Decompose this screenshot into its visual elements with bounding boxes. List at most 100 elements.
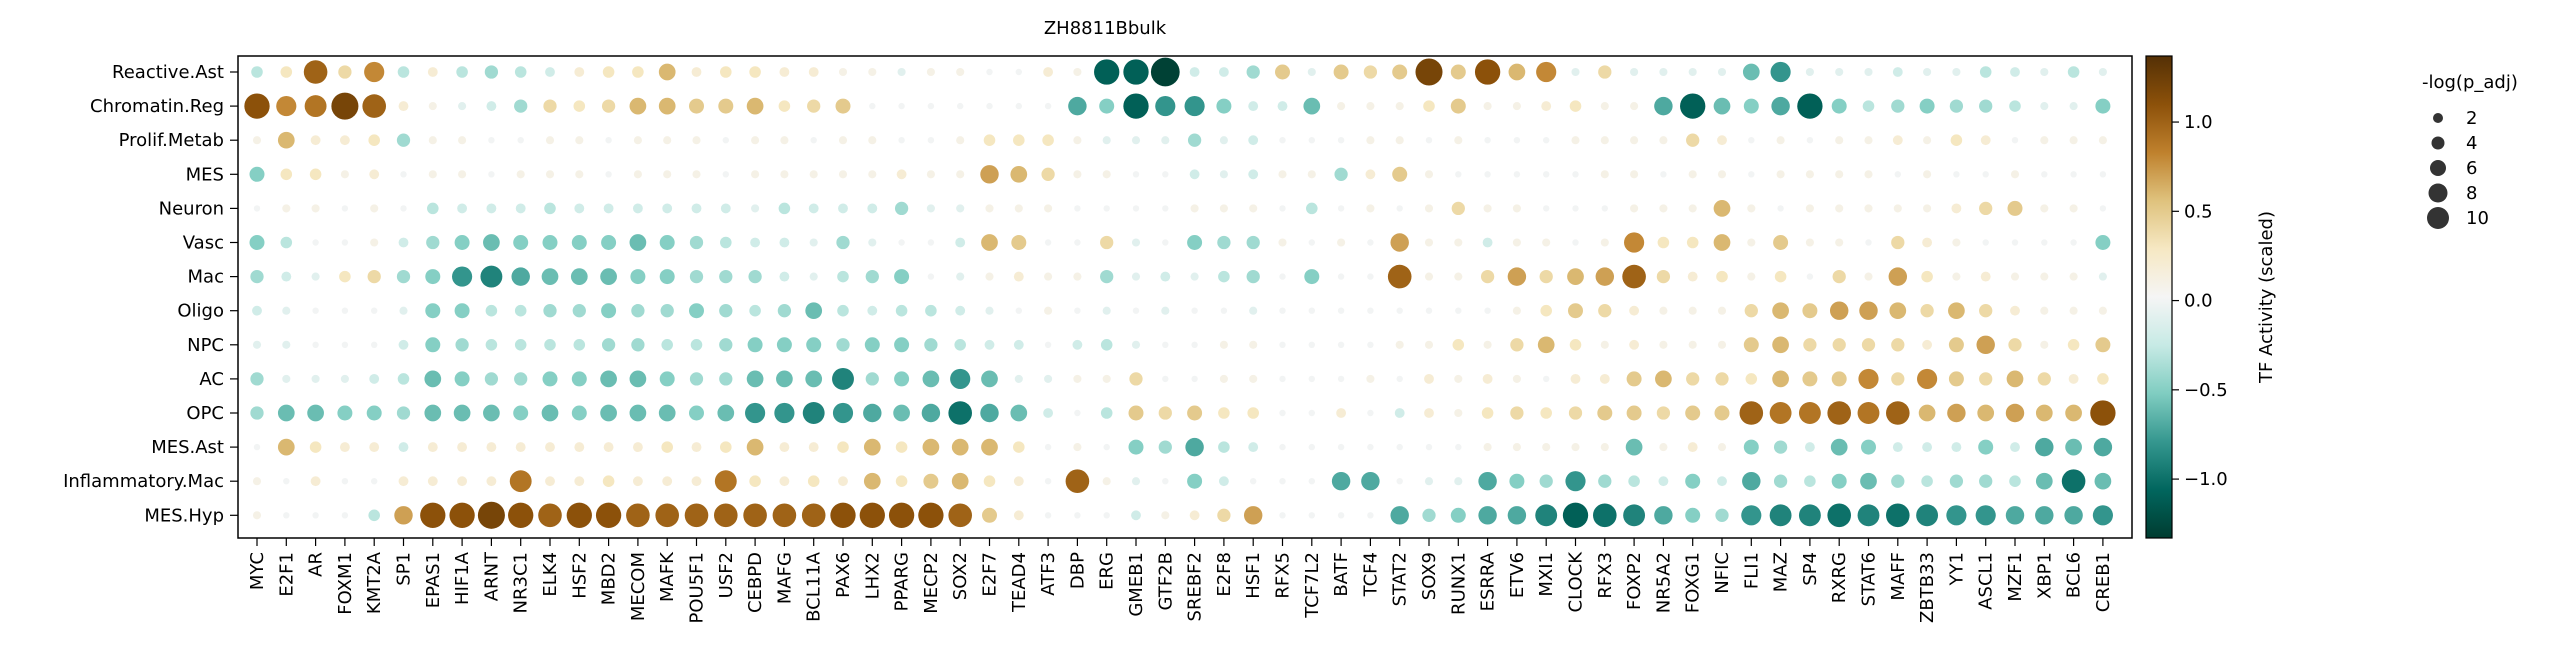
dot-NPC-HIF1A xyxy=(455,338,469,352)
dot-Prolif.Metab-ETV6 xyxy=(1513,137,1521,144)
dot-Neuron-MXI1 xyxy=(1543,205,1550,212)
dot-Oligo-SOX9 xyxy=(1425,307,1433,314)
dot-Reactive.Ast-MECOM xyxy=(632,66,644,78)
row-label: Chromatin.Reg xyxy=(90,96,224,117)
column-label: ELK4 xyxy=(540,552,561,597)
dot-OPC-MAFK xyxy=(658,404,676,422)
dot-Oligo-PPARG xyxy=(895,304,908,317)
dot-Prolif.Metab-ESRRA xyxy=(1484,137,1491,144)
dot-Chromatin.Reg-RXRG xyxy=(1831,98,1847,114)
dot-Oligo-FOXG1 xyxy=(1688,306,1697,315)
dot-AC-SREBF2 xyxy=(1191,375,1198,383)
dot-Mac-ZBTB33 xyxy=(1921,270,1933,283)
row-label: OPC xyxy=(186,403,224,424)
dot-NPC-MXI1 xyxy=(1537,336,1555,354)
dot-Prolif.Metab-RFX5 xyxy=(1279,137,1286,144)
dot-Inflammatory.Mac-RFX5 xyxy=(1279,478,1286,485)
dot-Oligo-NFIC xyxy=(1717,306,1727,315)
dot-MES.Hyp-ATF3 xyxy=(1044,512,1052,519)
dot-Chromatin.Reg-ATF3 xyxy=(1044,102,1052,110)
dot-Vasc-DBP xyxy=(1074,239,1081,246)
column-label: ATF3 xyxy=(1038,552,1059,596)
dot-AC-MXI1 xyxy=(1543,375,1550,383)
dot-Neuron-HSF2 xyxy=(574,203,585,214)
dot-MES-ASCL1 xyxy=(1982,171,1989,178)
dot-Chromatin.Reg-ARNT xyxy=(486,101,497,112)
dot-Prolif.Metab-MECP2 xyxy=(927,137,935,144)
dot-Neuron-MBD2 xyxy=(603,203,614,214)
dot-Chromatin.Reg-ESRRA xyxy=(1483,102,1492,111)
dot-NPC-XBP1 xyxy=(2040,340,2049,349)
dot-Neuron-NFIC xyxy=(1713,200,1731,217)
dot-Vasc-STAT6 xyxy=(1865,239,1872,246)
dot-MES-RUNX1 xyxy=(1455,171,1462,178)
dot-Reactive.Ast-ARNT xyxy=(484,65,499,79)
dot-Chromatin.Reg-STAT2 xyxy=(1395,102,1404,111)
dot-Reactive.Ast-ATF3 xyxy=(1043,67,1054,77)
dot-MES-AR xyxy=(309,168,322,181)
dot-AC-SP4 xyxy=(1802,371,1818,387)
dot-NPC-YY1 xyxy=(1948,337,1964,353)
dot-AC-ETV6 xyxy=(1512,374,1521,383)
dot-MES-MXI1 xyxy=(1543,171,1550,178)
dot-Prolif.Metab-RFX3 xyxy=(1600,136,1609,145)
dot-MES-BATF xyxy=(1334,167,1348,181)
dot-Neuron-DBP xyxy=(1074,205,1081,212)
dot-NPC-RFX5 xyxy=(1279,341,1286,348)
dot-MES-STAT2 xyxy=(1392,166,1408,182)
dot-MES.Hyp-DBP xyxy=(1074,512,1081,519)
dot-Mac-ELK4 xyxy=(541,268,559,285)
dot-Prolif.Metab-FOXG1 xyxy=(1686,133,1700,147)
dot-Reactive.Ast-STAT2 xyxy=(1392,64,1408,80)
dot-Inflammatory.Mac-TCF4 xyxy=(1361,471,1380,491)
dot-Prolif.Metab-MAZ xyxy=(1776,136,1785,145)
dot-MES.Hyp-ASCL1 xyxy=(1975,505,1996,526)
dot-MES.Ast-RUNX1 xyxy=(1455,443,1462,451)
column-label: FOXG1 xyxy=(1683,552,1704,613)
dot-MES.Ast-SREBF2 xyxy=(1185,437,1204,457)
dot-NPC-HSF2 xyxy=(573,339,586,351)
dot-MES.Hyp-GMEB1 xyxy=(1131,510,1141,521)
dot-Inflammatory.Mac-RFX3 xyxy=(1598,474,1612,488)
dot-OPC-FOXG1 xyxy=(1685,405,1701,421)
dot-Oligo-MXI1 xyxy=(1540,304,1552,317)
dot-Prolif.Metab-ERG xyxy=(1102,136,1111,145)
column-label: STAT2 xyxy=(1390,552,1411,606)
dot-Prolif.Metab-STAT6 xyxy=(1864,136,1873,145)
dot-NPC-ATF3 xyxy=(1044,341,1052,348)
dot-Prolif.Metab-PPARG xyxy=(898,137,905,144)
dot-Chromatin.Reg-MAZ xyxy=(1771,96,1790,116)
dot-MES.Ast-PAX6 xyxy=(837,441,849,453)
dot-Prolif.Metab-RUNX1 xyxy=(1454,136,1463,145)
dot-MES-FOXG1 xyxy=(1688,170,1697,179)
dot-Reactive.Ast-CEBPD xyxy=(749,66,761,78)
dot-Vasc-BCL6 xyxy=(2070,239,2077,246)
dot-MES-RFX3 xyxy=(1600,170,1609,179)
dot-MES.Hyp-CEBPD xyxy=(743,503,767,528)
dot-Vasc-E2F1 xyxy=(280,236,293,249)
dot-NPC-ERG xyxy=(1100,339,1113,351)
dot-MES.Ast-ETV6 xyxy=(1512,443,1521,452)
dot-OPC-MAFG xyxy=(774,402,795,424)
dot-Vasc-MAFF xyxy=(1891,235,1905,250)
column-label: RFX5 xyxy=(1273,552,1294,599)
dot-Prolif.Metab-MECOM xyxy=(633,136,642,145)
dot-AC-SOX2 xyxy=(950,368,971,389)
dot-OPC-USF2 xyxy=(717,404,735,422)
dot-MES-ARNT xyxy=(488,171,495,178)
column-label: MZF1 xyxy=(2005,552,2026,602)
row-label: NPC xyxy=(187,335,224,356)
dot-MES.Ast-EPAS1 xyxy=(427,442,438,453)
dot-OPC-E2F7 xyxy=(980,403,999,423)
dot-NPC-LHX2 xyxy=(864,337,880,353)
dot-Oligo-KMT2A xyxy=(371,307,378,314)
dot-AC-MAFG xyxy=(776,370,793,388)
dot-MES.Ast-CREB1 xyxy=(2093,437,2113,457)
dot-Neuron-CEBPD xyxy=(751,204,760,213)
dot-Vasc-MECOM xyxy=(629,234,647,251)
dot-Neuron-MAZ xyxy=(1777,205,1784,212)
dot-Chromatin.Reg-MAFK xyxy=(658,97,676,115)
dot-OPC-RUNX1 xyxy=(1454,408,1463,418)
dot-MES.Ast-MAFG xyxy=(779,442,790,453)
dot-Oligo-FOXM1 xyxy=(341,307,349,314)
